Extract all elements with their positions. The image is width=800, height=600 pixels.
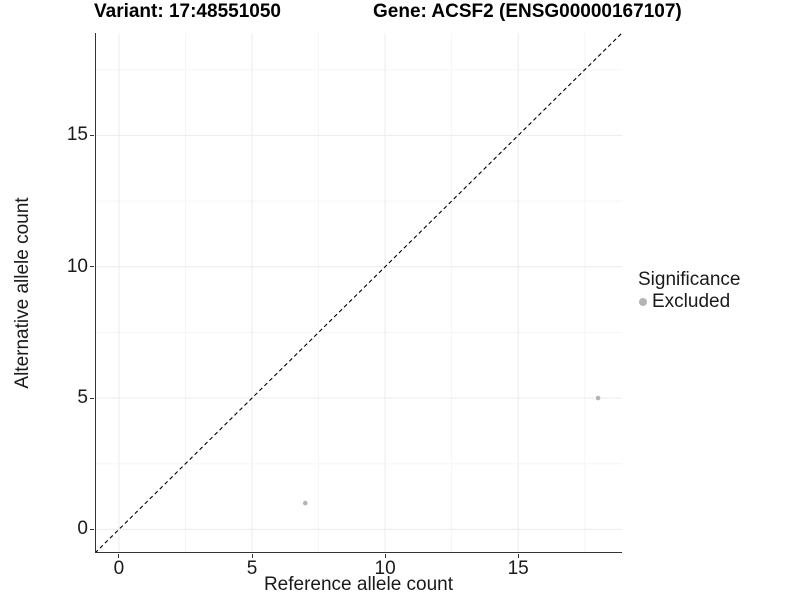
y-tick-mark — [90, 266, 94, 268]
legend-title: Significance — [638, 269, 741, 290]
x-tick-label: 0 — [113, 558, 125, 579]
legend-item: Excluded — [636, 291, 740, 313]
y-tick-label: 0 — [77, 518, 88, 540]
plot-panel-canvas — [95, 33, 622, 553]
x-tick-label: 5 — [246, 558, 258, 579]
data-point — [302, 500, 308, 506]
legend-items: Excluded — [636, 291, 740, 313]
y-tick-mark — [90, 397, 94, 399]
legend: Significance Excluded — [636, 269, 740, 313]
variant-title: Variant: 17:48551050 — [94, 1, 281, 22]
y-tick-label: 10 — [66, 255, 88, 277]
y-tick-label: 5 — [77, 387, 88, 409]
identity-dashed-line — [95, 33, 622, 553]
gene-title: Gene: ACSF2 (ENSG00000167107) — [373, 1, 682, 22]
plot-area — [95, 33, 622, 553]
y-axis-title-text: Alternative allele count — [12, 197, 33, 389]
x-tick-mark — [251, 553, 253, 558]
y-tick-mark — [90, 134, 94, 136]
x-tick-mark — [118, 553, 120, 558]
x-axis-title: Reference allele count — [263, 574, 454, 595]
x-tick-mark — [384, 553, 386, 558]
y-tick-mark — [90, 528, 94, 530]
y-tick-label: 15 — [66, 124, 88, 146]
x-tick-mark — [517, 553, 519, 558]
legend-key-dot — [639, 298, 647, 306]
x-tick-label: 15 — [507, 558, 529, 579]
data-point — [595, 395, 601, 401]
legend-item-label: Excluded — [652, 291, 731, 312]
x-tick-label: 10 — [374, 558, 396, 579]
